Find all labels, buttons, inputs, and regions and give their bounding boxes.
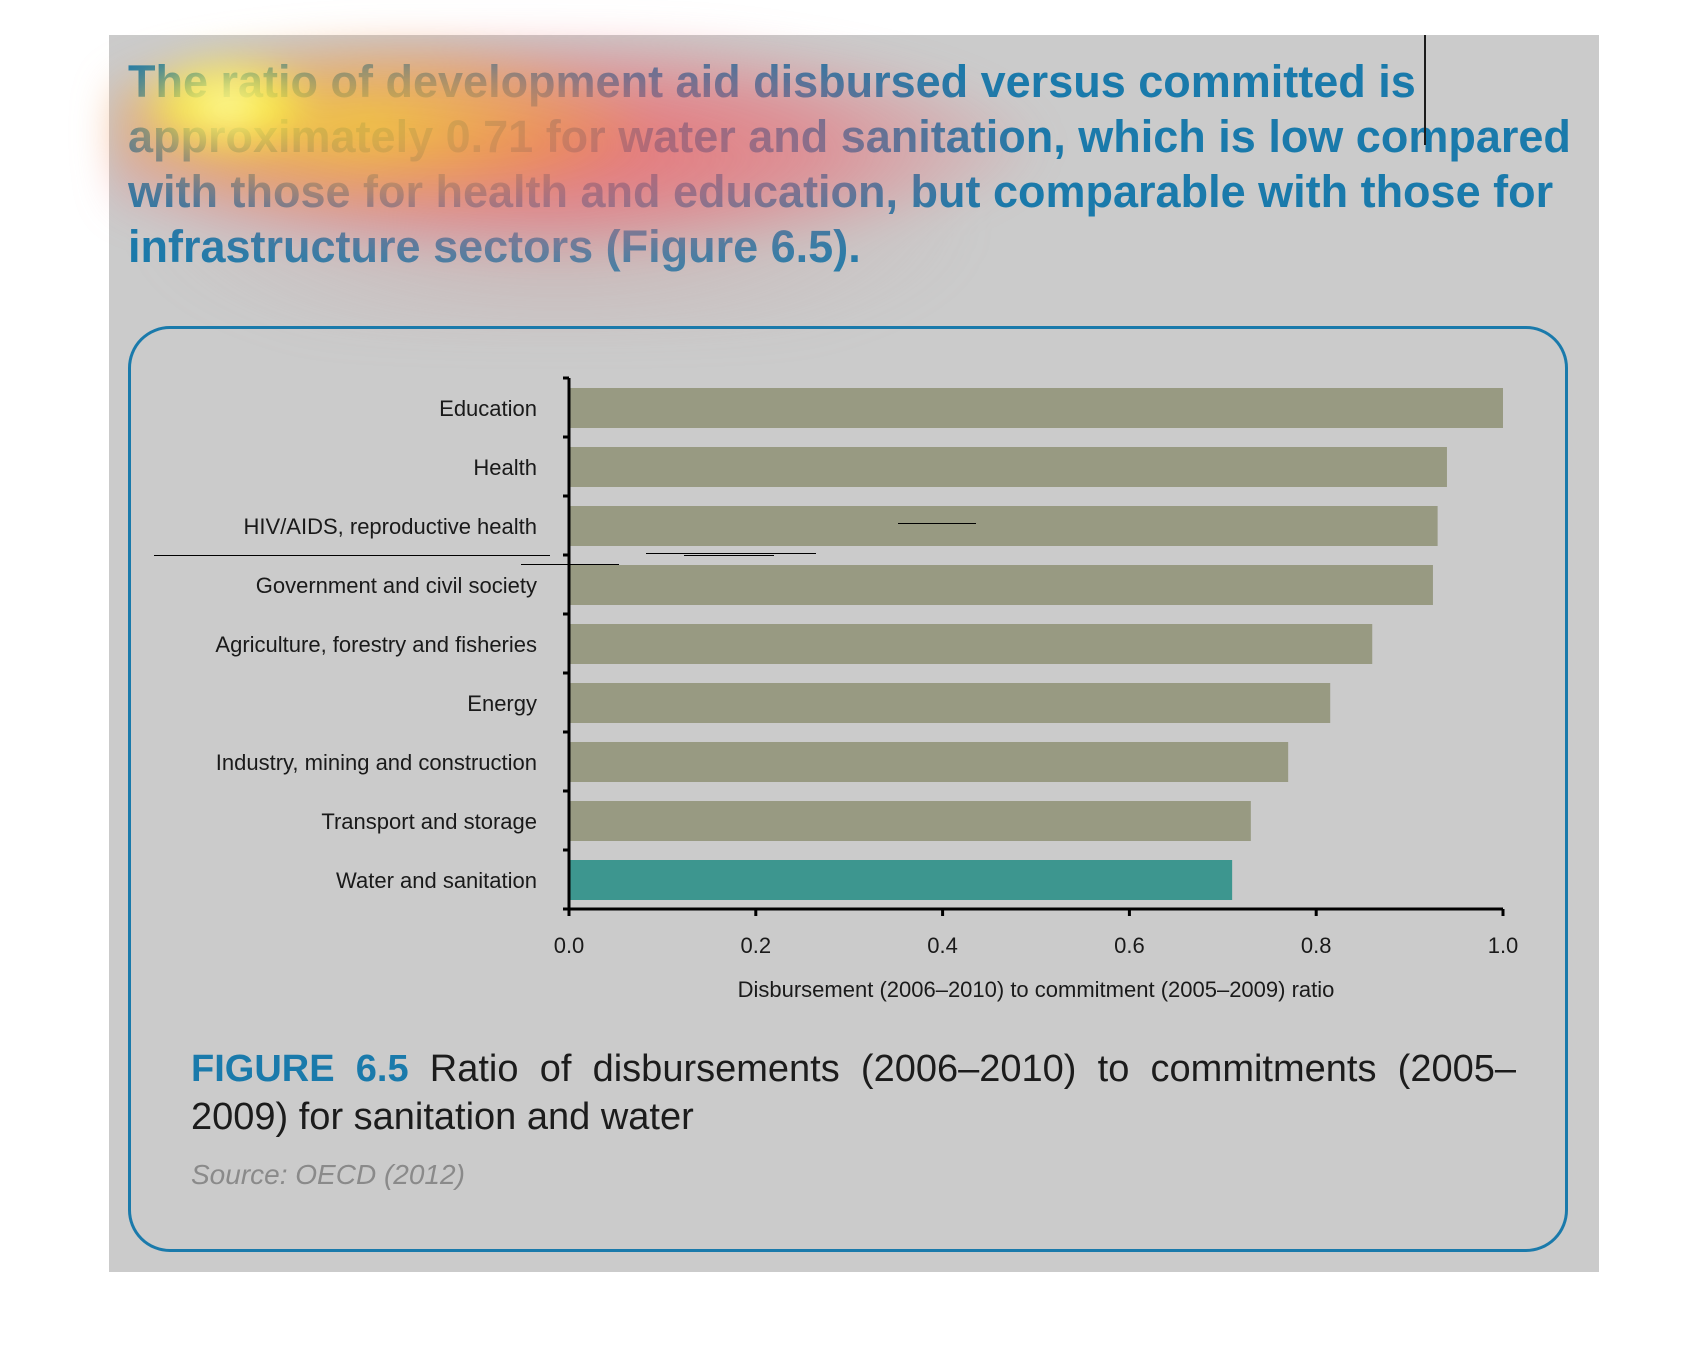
bar-water-and-sanitation [569,860,1233,900]
category-label: Agriculture, forestry and fisheries [215,632,537,657]
stray-line [521,564,619,565]
bar-energy [569,683,1331,723]
category-label: Industry, mining and construction [216,750,537,775]
category-label: Water and sanitation [336,868,537,893]
stray-line [684,555,774,556]
headline-text: The ratio of development aid disbursed v… [128,56,1571,272]
bar-government-and-civil-society [569,565,1433,605]
stray-line [646,553,816,554]
figure-box: Education Health HIV/AIDS, reproductive he… [128,326,1568,1252]
stray-line [154,555,550,556]
figure-label: FIGURE 6.5 [191,1048,409,1090]
bar-transport-and-storage [569,801,1251,841]
x-tick-label: 0.4 [927,933,958,958]
text-cursor [1424,35,1426,145]
x-tick-label: 0.8 [1301,933,1332,958]
x-tick-label: 0.2 [741,933,772,958]
x-tick-label: 1.0 [1488,933,1519,958]
x-tick-label: 0.6 [1114,933,1145,958]
category-label: Health [473,455,537,480]
figure-caption: FIGURE 6.5 Ratio of disbursements (2006–… [191,1045,1516,1141]
bar-agriculture-forestry-and-fisheries [569,624,1373,664]
figure-source: Source: OECD (2012) [191,1159,465,1190]
stray-line [898,523,976,524]
bar-industry-mining-and-construction [569,742,1289,782]
content-panel: The ratio of development aid disbursed v… [109,35,1599,1272]
bar-health [569,447,1447,487]
bar-chart: Education Health HIV/AIDS, reproductive he… [215,376,1519,1002]
bar-education [569,388,1503,428]
category-label: Government and civil society [256,573,537,598]
x-tick-label: 0.0 [554,933,585,958]
category-label: Education [439,396,537,421]
category-label: Energy [467,691,537,716]
bar-hiv-aids-reproductive-health [569,506,1438,546]
x-axis-title: Disbursement (2006–2010) to commitment (… [738,977,1335,1002]
figure-caption-text: Ratio of disbursements (2006–2010) to co… [191,1048,1516,1138]
category-label: HIV/AIDS, reproductive health [244,514,537,539]
category-label: Transport and storage [321,809,537,834]
